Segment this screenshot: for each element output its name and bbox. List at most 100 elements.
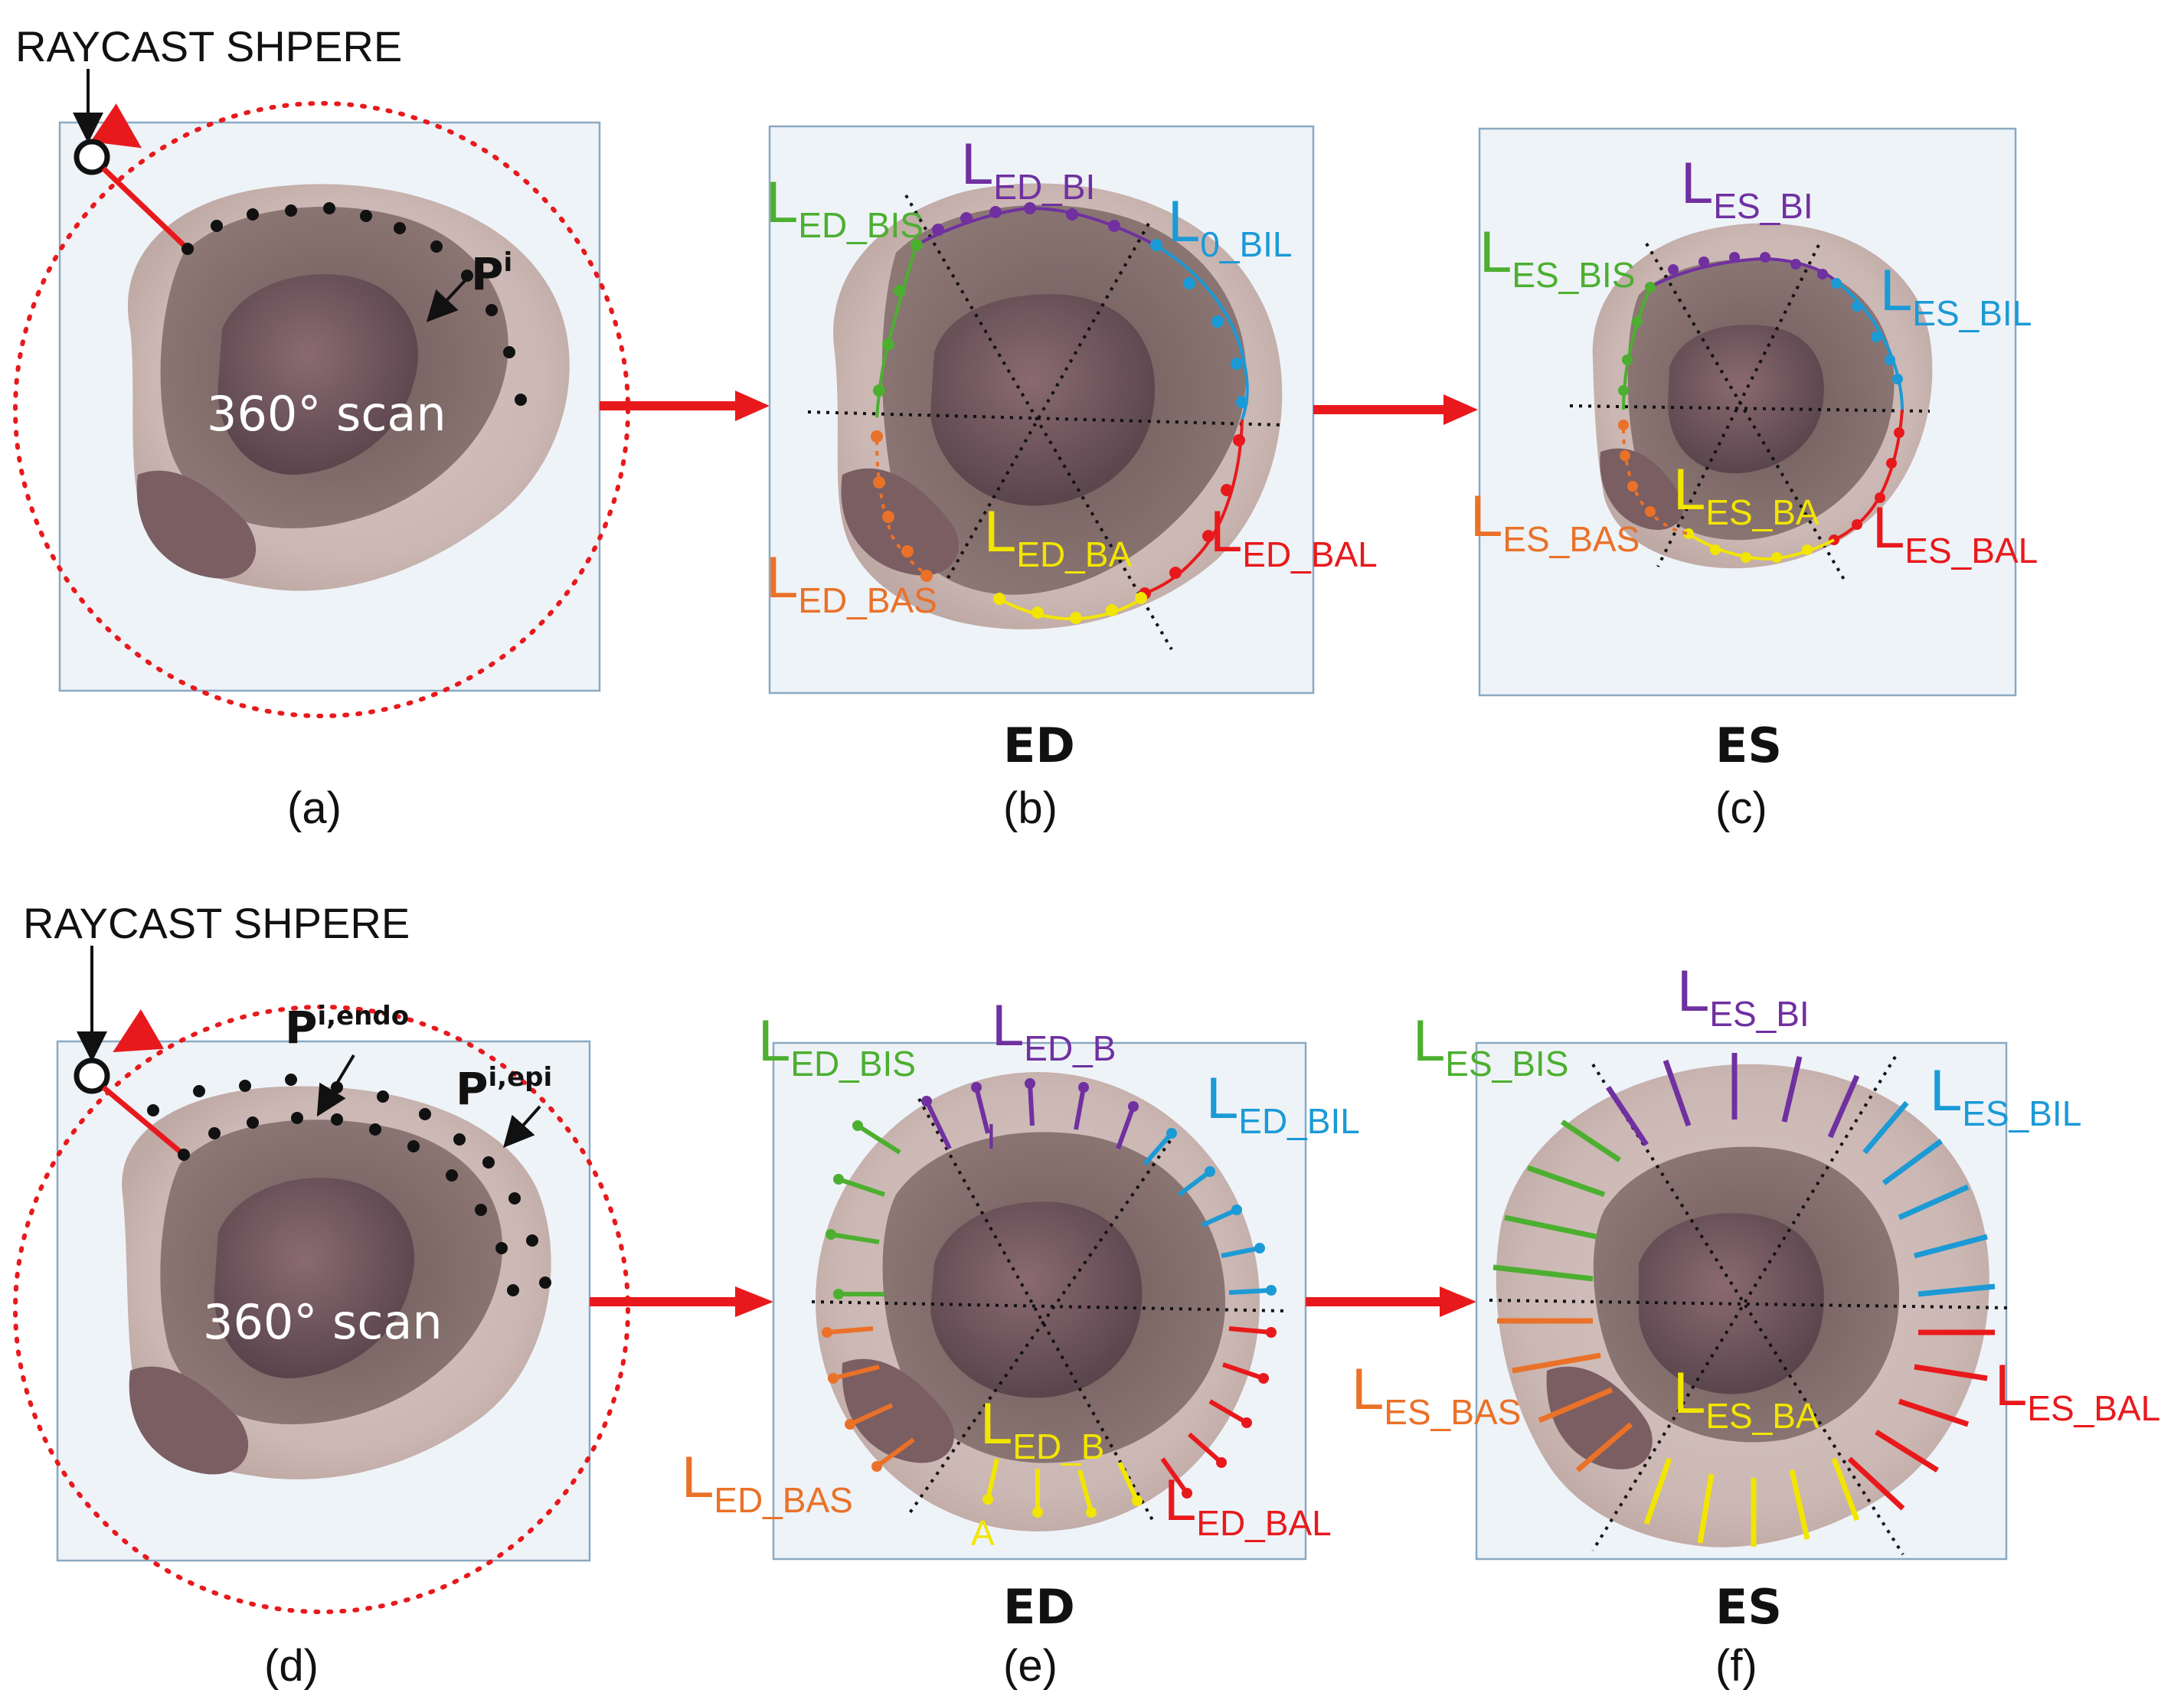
label-bil-f: LES_BIL bbox=[1930, 1058, 2081, 1133]
panel-label-e: (e) bbox=[1003, 1641, 1058, 1691]
label-ba-extra-e: A bbox=[971, 1513, 995, 1553]
heart-model-c bbox=[1592, 223, 1933, 569]
spokes-bal-e bbox=[1160, 1326, 1277, 1499]
scan-label-d: 360° scan bbox=[203, 1294, 443, 1350]
flow-arrow-bc-head bbox=[1443, 394, 1478, 425]
spokes-bi-e bbox=[921, 1078, 1139, 1150]
label-bil-e: LED_BIL bbox=[1206, 1066, 1360, 1141]
label-bal-e: LED_BAL bbox=[1164, 1468, 1332, 1543]
panel-a: 360° scan RAYCAST SHPERE Pi (a) bbox=[13, 22, 630, 833]
phase-label-c: ES bbox=[1715, 717, 1782, 773]
scan-label: 360° scan bbox=[207, 386, 446, 442]
contour-bal-b bbox=[1144, 419, 1244, 595]
sector-lines-e bbox=[811, 1098, 1287, 1521]
label-bil-b: L0_BIL bbox=[1168, 189, 1293, 264]
label-bal-f: LES_BAL bbox=[1995, 1353, 2160, 1428]
points-bil-c bbox=[1831, 278, 1903, 384]
points-bas-c bbox=[1618, 420, 1656, 517]
spokes-bas-f bbox=[1497, 1318, 1633, 1473]
p-label: Pi bbox=[471, 247, 512, 300]
ray-line bbox=[101, 166, 190, 251]
label-bi-c: LES_BI bbox=[1681, 151, 1813, 226]
heart-model bbox=[127, 184, 570, 591]
spokes-bil-e bbox=[1143, 1128, 1277, 1296]
flow-arrow-ab-head bbox=[735, 391, 770, 421]
panel-f: LES_BI LES_BIL LES_BIS LES_BAL LES_BA LE… bbox=[1352, 959, 2160, 1691]
label-bi-f: LES_BI bbox=[1677, 959, 1810, 1034]
spokes-ba-f bbox=[1643, 1457, 1860, 1547]
flow-arrow-de-head bbox=[735, 1286, 773, 1317]
heart-model-e bbox=[816, 1072, 1260, 1531]
label-bas-b: LED_BAS bbox=[766, 545, 937, 620]
panel-d: 360° scan RAYCAST SHPERE Pi,endo Pi,epi … bbox=[13, 899, 630, 1691]
heart-model-d bbox=[122, 1086, 551, 1479]
contour-bal-c bbox=[1833, 409, 1904, 541]
label-bis-e: LED_BIS bbox=[758, 1008, 916, 1084]
spokes-bil-f bbox=[1862, 1100, 1996, 1297]
label-bis-f: LES_BIS bbox=[1413, 1008, 1568, 1084]
raycast-orbit-d bbox=[13, 1005, 630, 1614]
points-bis-c bbox=[1618, 282, 1656, 396]
panel-label-a: (a) bbox=[287, 783, 342, 833]
label-bil-c: LES_BIL bbox=[1880, 258, 2032, 333]
label-ba-b: LED_BA bbox=[984, 499, 1132, 574]
panel-b: LED_BI L0_BIL LED_BIS LED_BAL LED_BA LED… bbox=[766, 125, 1378, 833]
p-epi-label: Pi,epi bbox=[456, 1062, 552, 1115]
sector-lines-b bbox=[807, 194, 1283, 651]
points-bas-b bbox=[871, 430, 933, 582]
points-ba-c bbox=[1683, 528, 1813, 563]
label-bis-c: LES_BIS bbox=[1479, 220, 1635, 295]
ray-line-d bbox=[101, 1085, 186, 1157]
label-bas-c: LES_BAS bbox=[1470, 484, 1640, 559]
p-endo-label: Pi,endo bbox=[285, 1001, 409, 1054]
label-bas-f: LES_BAS bbox=[1352, 1357, 1521, 1432]
panel-label-d: (d) bbox=[264, 1641, 319, 1691]
raycast-label: RAYCAST SHPERE bbox=[15, 22, 402, 70]
label-ba-c: LES_BA bbox=[1673, 457, 1819, 532]
p-endo-pointer bbox=[316, 1054, 355, 1117]
heart-model-b bbox=[833, 183, 1283, 629]
panel-label-f: (f) bbox=[1715, 1641, 1757, 1691]
spokes-bis-f bbox=[1493, 1120, 1621, 1282]
phase-label-f: ES bbox=[1715, 1579, 1782, 1635]
raycast-label-d: RAYCAST SHPERE bbox=[23, 899, 410, 947]
phase-label-e: ED bbox=[1003, 1579, 1075, 1635]
label-bi-b: LED_BI bbox=[961, 132, 1095, 207]
label-ba-f: LES_BA bbox=[1673, 1361, 1819, 1436]
label-bal-c: LES_BAL bbox=[1872, 495, 2038, 570]
raycast-sphere-d bbox=[74, 1057, 110, 1094]
p-pointer bbox=[426, 273, 472, 322]
panel-label-b: (b) bbox=[1003, 783, 1058, 833]
p-epi-pointer bbox=[503, 1105, 541, 1148]
orbit-arrow bbox=[90, 103, 142, 149]
endo-points bbox=[181, 202, 527, 406]
heart-model-f bbox=[1496, 1064, 1989, 1548]
spokes-bi-f bbox=[1606, 1053, 1860, 1146]
endo-points-d bbox=[178, 1112, 519, 1296]
raycast-sphere bbox=[74, 139, 110, 175]
points-ba-b bbox=[993, 592, 1147, 624]
spokes-bal-f bbox=[1847, 1329, 1995, 1511]
label-bi-extra-e: I bbox=[986, 1116, 996, 1156]
orbit-arrow-d bbox=[113, 1008, 165, 1053]
phase-label-b: ED bbox=[1003, 717, 1075, 773]
label-ba-e: LED_B bbox=[980, 1391, 1104, 1466]
points-bis-b bbox=[873, 239, 923, 397]
flow-arrow-ef-head bbox=[1440, 1286, 1476, 1317]
spokes-bas-e bbox=[822, 1326, 915, 1472]
panel-c: LES_BI LES_BIL LES_BIS LES_BAL LES_BA LE… bbox=[1470, 127, 2038, 833]
panel-label-c: (c) bbox=[1715, 783, 1767, 833]
points-bi-c bbox=[1668, 252, 1828, 279]
label-bi-e: LED_B bbox=[992, 993, 1116, 1068]
label-bas-e: LED_BAS bbox=[682, 1445, 853, 1520]
epi-points-d bbox=[147, 1074, 551, 1289]
contour-bis-c bbox=[1622, 286, 1652, 410]
label-bal-b: LED_BAL bbox=[1210, 499, 1378, 574]
panel-e: LED_B I LED_BIL LED_BIS LED_BAL LED_B A … bbox=[682, 993, 1360, 1691]
spokes-bis-e bbox=[826, 1120, 901, 1299]
points-bil-b bbox=[1150, 239, 1248, 408]
sector-lines-f bbox=[1489, 1055, 2011, 1556]
spokes-ba-e bbox=[982, 1458, 1143, 1518]
points-bi-b bbox=[932, 202, 1120, 236]
